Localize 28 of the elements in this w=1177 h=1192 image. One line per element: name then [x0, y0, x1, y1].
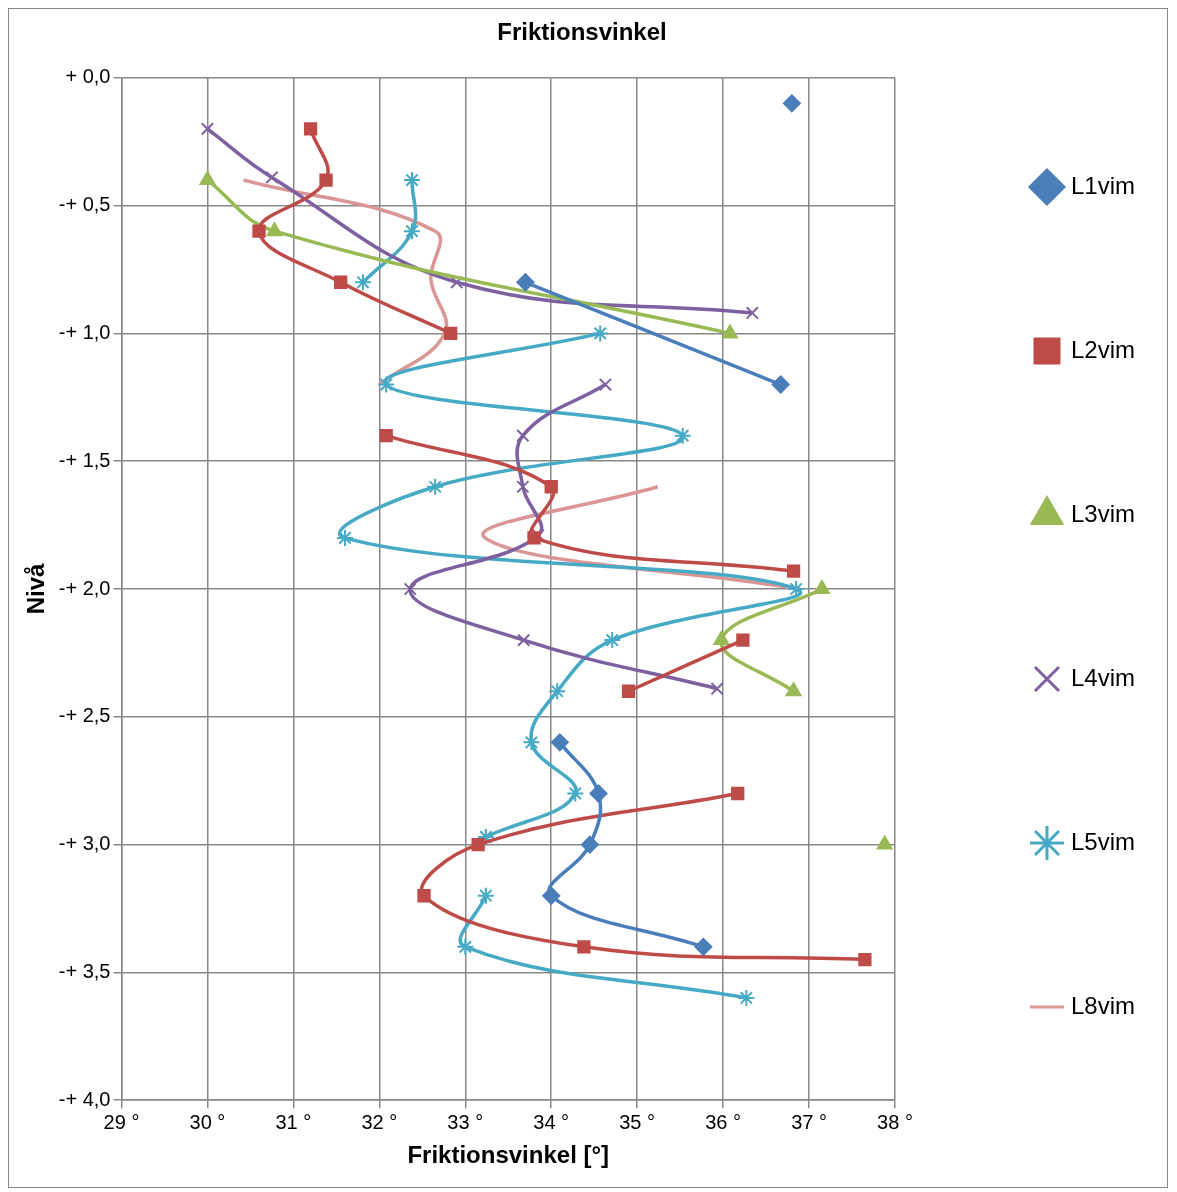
- legend-label: L3vim: [1070, 499, 1136, 527]
- x-tick-label: 36 °: [705, 1110, 741, 1133]
- x-tick-label: 33 °: [447, 1110, 484, 1133]
- y-tick-label: -+ 2,0: [58, 576, 111, 599]
- y-tick-label: -+ 2,5: [58, 704, 111, 727]
- x-tick-label: 30 °: [189, 1110, 226, 1133]
- legend-label: L4vim: [1070, 663, 1136, 691]
- x-tick-label: 31 °: [275, 1110, 312, 1133]
- x-tick-label: 38 °: [877, 1110, 913, 1133]
- x-tick-label: 35 °: [619, 1110, 656, 1133]
- x-axis-title: Friktionsvinkel [°]: [407, 1141, 610, 1169]
- y-tick-label: + 0,0: [65, 65, 111, 88]
- y-tick-label: -+ 1,5: [58, 448, 111, 471]
- y-tick-label: -+ 0,5: [58, 193, 111, 216]
- y-tick-label: -+ 4,0: [58, 1087, 111, 1110]
- x-tick-label: 34 °: [533, 1110, 570, 1133]
- x-tick-label: 32 °: [361, 1110, 398, 1133]
- legend-label: L1vim: [1070, 171, 1136, 199]
- x-tick-label: 37 °: [791, 1110, 827, 1133]
- legend-label: L8vim: [1070, 991, 1136, 1019]
- x-tick-label: 29 °: [103, 1110, 140, 1133]
- y-tick-label: -+ 3,5: [58, 959, 111, 982]
- legend-label: L5vim: [1070, 827, 1136, 855]
- legend-label: L2vim: [1070, 335, 1136, 363]
- y-axis-title: Nivå: [22, 563, 50, 615]
- chart-title: Friktionsvinkel: [497, 18, 667, 46]
- y-tick-label: -+ 3,0: [58, 832, 111, 855]
- y-tick-label: -+ 1,0: [58, 320, 111, 343]
